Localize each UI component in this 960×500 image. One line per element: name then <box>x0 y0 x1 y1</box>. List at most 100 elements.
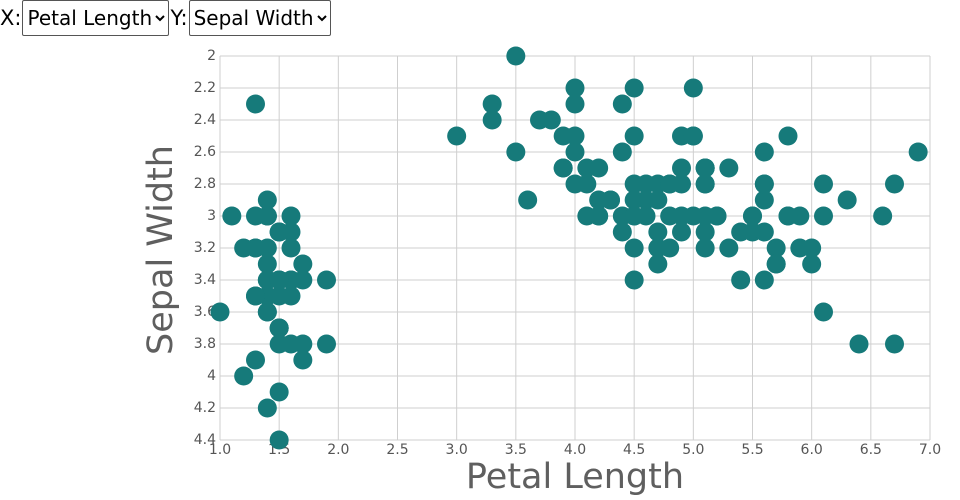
point <box>553 158 573 178</box>
point <box>577 174 597 194</box>
point <box>802 254 822 274</box>
point <box>269 382 289 402</box>
point <box>754 222 774 242</box>
point <box>660 238 680 258</box>
point <box>683 126 703 146</box>
point <box>743 206 762 226</box>
point <box>672 158 691 178</box>
point <box>754 190 774 210</box>
point <box>257 238 277 258</box>
x-axis-title: Petal Length <box>466 457 684 497</box>
point <box>672 222 691 242</box>
point <box>766 238 786 258</box>
point <box>719 158 739 178</box>
y-tick-label: 2.8 <box>194 176 216 192</box>
point <box>624 238 644 258</box>
point <box>565 78 585 98</box>
point <box>257 254 277 274</box>
y-tick-label: 2.6 <box>194 144 216 160</box>
point <box>281 286 301 306</box>
y-tick-label: 4.4 <box>194 432 216 448</box>
point <box>281 238 301 258</box>
y-tick-label: 2.2 <box>194 80 216 96</box>
x-tick-label: 1.0 <box>209 442 231 458</box>
y-select[interactable]: Sepal Width <box>188 0 331 36</box>
x-select-label: X: <box>0 6 22 30</box>
point <box>612 222 632 242</box>
point <box>269 318 289 338</box>
point <box>683 78 703 98</box>
point <box>624 270 644 290</box>
point <box>612 94 632 114</box>
x-tick-label: 4.0 <box>564 442 586 458</box>
point <box>612 142 632 162</box>
y-select-label: Y: <box>170 6 188 30</box>
point <box>257 398 277 418</box>
point <box>506 142 526 162</box>
point <box>222 206 242 226</box>
point <box>257 302 277 322</box>
point <box>530 110 549 130</box>
point <box>234 366 254 386</box>
point <box>660 174 680 194</box>
point <box>565 94 585 114</box>
point <box>731 270 751 290</box>
point <box>210 302 230 322</box>
point <box>589 158 609 178</box>
point <box>636 206 656 226</box>
point <box>281 334 301 354</box>
point <box>293 350 313 370</box>
point <box>506 46 526 66</box>
point <box>814 206 833 226</box>
point <box>790 238 810 258</box>
point <box>837 190 857 210</box>
axis-controls: X: Petal Length Y: Sepal Width <box>0 0 332 36</box>
points <box>210 46 928 450</box>
point <box>482 110 502 130</box>
x-select[interactable]: Petal Length <box>22 0 170 36</box>
point <box>648 190 668 210</box>
point <box>908 142 928 162</box>
ticks: 1.0 1.5 2.0 2.5 3.0 3.5 4.0 4.5 5.0 5.5 6.0 6.5 7.02… <box>194 48 941 458</box>
point <box>565 142 585 162</box>
x-tick-label: 6.0 <box>801 442 823 458</box>
point <box>565 126 585 146</box>
x-tick-label: 5.5 <box>741 442 763 458</box>
point <box>885 174 904 194</box>
point <box>447 126 467 146</box>
x-tick-label: 7.0 <box>919 442 941 458</box>
x-tick-label: 6.5 <box>860 442 882 458</box>
y-tick-label: 3 <box>207 208 216 224</box>
x-tick-label: 3.0 <box>446 442 468 458</box>
point <box>293 254 313 274</box>
point <box>754 142 774 162</box>
point <box>778 206 798 226</box>
point <box>849 334 869 354</box>
point <box>624 190 644 210</box>
point <box>317 270 336 290</box>
point <box>778 126 798 146</box>
y-axis-title: Sepal Width <box>141 145 181 355</box>
point <box>814 302 833 322</box>
point <box>281 206 301 226</box>
x-tick-label: 2.5 <box>386 442 408 458</box>
point <box>648 222 668 242</box>
point <box>624 78 644 98</box>
point <box>731 222 751 242</box>
point <box>695 222 715 242</box>
point <box>719 238 739 258</box>
point <box>269 222 289 242</box>
point <box>482 94 502 114</box>
y-tick-label: 3.6 <box>194 304 216 320</box>
point <box>648 254 668 274</box>
point <box>601 190 620 210</box>
point <box>754 270 774 290</box>
point <box>695 206 715 226</box>
point <box>589 206 609 226</box>
y-tick-label: 2.4 <box>194 112 216 128</box>
x-tick-label: 5.0 <box>682 442 704 458</box>
y-tick-label: 3.8 <box>194 336 216 352</box>
point <box>246 350 265 370</box>
